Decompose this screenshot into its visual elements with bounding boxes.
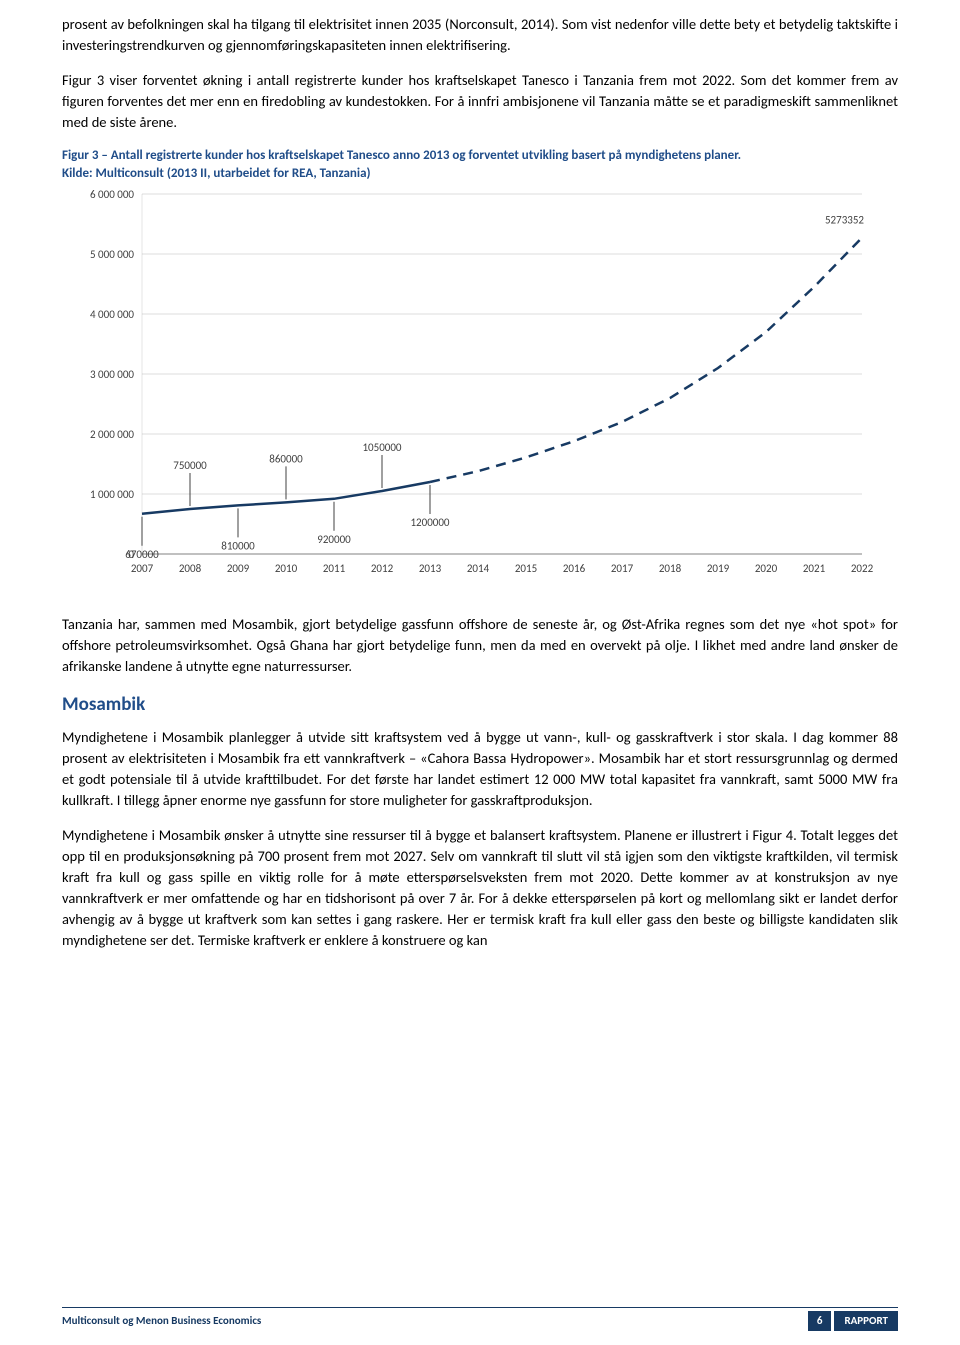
footer-report-label: RAPPORT — [834, 1311, 898, 1331]
footer-rule — [62, 1307, 898, 1308]
svg-text:2017: 2017 — [611, 562, 634, 575]
para-3: Tanzania har, sammen med Mosambik, gjort… — [62, 614, 898, 677]
svg-text:2015: 2015 — [515, 562, 537, 575]
svg-text:1 000 000: 1 000 000 — [90, 488, 134, 501]
figcap-line1: Figur 3 – Antall registrerte kunder hos … — [62, 148, 741, 163]
svg-text:5 000 000: 5 000 000 — [90, 248, 134, 261]
svg-text:2021: 2021 — [803, 562, 826, 575]
svg-text:2012: 2012 — [371, 562, 394, 575]
customers-line-chart: 01 000 0002 000 0003 000 0004 000 0005 0… — [62, 184, 892, 584]
chart-container: 01 000 0002 000 0003 000 0004 000 0005 0… — [62, 184, 898, 590]
svg-text:2010: 2010 — [275, 562, 298, 575]
svg-text:750000: 750000 — [173, 459, 207, 472]
svg-text:2 000 000: 2 000 000 — [90, 428, 134, 441]
svg-text:2011: 2011 — [323, 562, 346, 575]
svg-text:2013: 2013 — [419, 562, 442, 575]
svg-text:920000: 920000 — [317, 533, 351, 546]
svg-text:2009: 2009 — [227, 562, 250, 575]
svg-text:4 000 000: 4 000 000 — [90, 308, 134, 321]
svg-text:2020: 2020 — [755, 562, 778, 575]
para-5: Myndighetene i Mosambik ønsker å utnytte… — [62, 825, 898, 951]
para-4: Myndighetene i Mosambik planlegger å utv… — [62, 727, 898, 811]
page-footer: Multiconsult og Menon Business Economics… — [0, 1307, 960, 1331]
figcap-line2: Kilde: Multiconsult (2013 II, utarbeidet… — [62, 166, 371, 181]
footer-left-text: Multiconsult og Menon Business Economics — [62, 1311, 802, 1331]
svg-text:6 000 000: 6 000 000 — [90, 188, 134, 201]
svg-text:2022: 2022 — [851, 562, 874, 575]
svg-text:5273352: 5273352 — [825, 214, 864, 227]
svg-text:1200000: 1200000 — [410, 516, 449, 529]
svg-text:3 000 000: 3 000 000 — [90, 368, 134, 381]
para-2: Figur 3 viser forventet økning i antall … — [62, 70, 898, 133]
svg-text:2019: 2019 — [707, 562, 730, 575]
svg-text:2016: 2016 — [563, 562, 586, 575]
svg-text:2014: 2014 — [467, 562, 490, 575]
figure-caption: Figur 3 – Antall registrerte kunder hos … — [62, 147, 898, 182]
svg-text:2007: 2007 — [131, 562, 154, 575]
svg-text:670000: 670000 — [125, 548, 159, 561]
svg-text:2018: 2018 — [659, 562, 682, 575]
svg-text:2008: 2008 — [179, 562, 202, 575]
svg-text:1050000: 1050000 — [362, 441, 401, 454]
svg-text:860000: 860000 — [269, 453, 303, 466]
page-number: 6 — [808, 1311, 832, 1331]
svg-text:810000: 810000 — [221, 540, 255, 553]
section-heading-mosambik: Mosambik — [62, 691, 898, 719]
para-1: prosent av befolkningen skal ha tilgang … — [62, 14, 898, 56]
